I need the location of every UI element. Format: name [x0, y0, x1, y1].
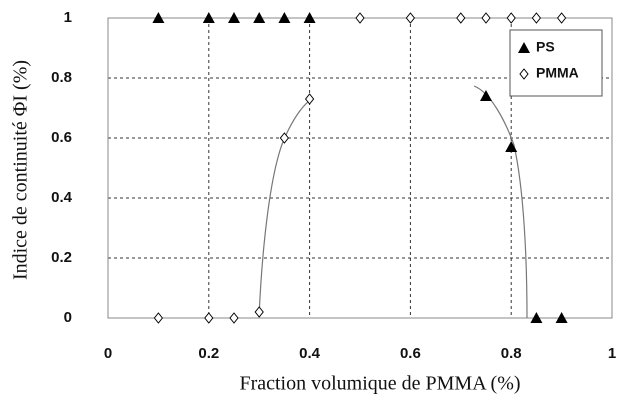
point [202, 12, 215, 23]
y-tick-label: 0.6 [51, 129, 72, 146]
fit-curve [473, 85, 528, 319]
point [152, 12, 165, 23]
y-tick-label: 0.4 [51, 189, 73, 206]
point [456, 12, 466, 24]
point [228, 12, 240, 23]
point [480, 90, 492, 101]
x-tick-label: 0 [104, 345, 112, 362]
x-tick-label: 0.6 [400, 345, 421, 362]
legend-marker [519, 68, 529, 80]
point [506, 12, 516, 24]
x-axis-label: Fraction volumique de PMMA (%) [239, 373, 520, 395]
point [278, 12, 291, 23]
point [153, 312, 164, 324]
y-axis-label: Indice de continuité ΦI (%) [10, 60, 32, 280]
point [303, 12, 316, 23]
legend-box [509, 29, 603, 97]
point [229, 312, 239, 324]
y-tick-label: 0.2 [51, 249, 72, 266]
fit-curve [258, 98, 313, 318]
x-tick-label: 0.2 [198, 345, 219, 362]
y-tick-label: 1 [64, 9, 72, 26]
point [204, 312, 214, 324]
legend-marker [518, 42, 530, 53]
point [405, 12, 416, 24]
point [279, 132, 290, 144]
y-tick-label: 0 [64, 309, 72, 326]
point [253, 12, 266, 23]
point [531, 12, 542, 24]
point [505, 141, 518, 152]
point [555, 312, 568, 323]
point [481, 12, 491, 24]
point [254, 306, 264, 318]
point [304, 93, 315, 105]
point [556, 12, 567, 24]
legend-label: PMMA [536, 65, 579, 81]
x-tick-label: 0.8 [501, 345, 522, 362]
x-tick-label: 1 [608, 345, 616, 362]
legend-label: PS [536, 39, 555, 55]
point [355, 12, 365, 24]
y-tick-label: 0.8 [51, 69, 72, 86]
x-tick-label: 0.4 [299, 345, 321, 362]
point [530, 312, 543, 323]
